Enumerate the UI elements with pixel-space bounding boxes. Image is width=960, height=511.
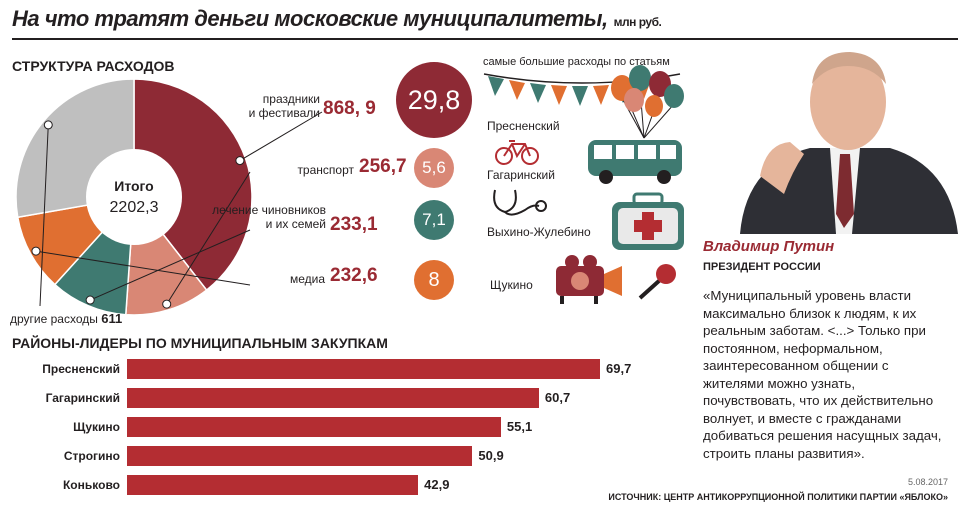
donut-center [86,149,182,245]
title-rule [12,38,958,40]
quote-author-name: Владимир Путин [703,238,835,255]
title-unit: млн руб. [613,15,662,29]
bar-5 [127,475,419,495]
max-treatment-circle: 7,1 [414,200,454,240]
bar-value-5: 42,9 [424,477,450,492]
legend-treatment: лечение чиновников и их семей [212,203,326,231]
bar-category-3: Щукино [73,420,120,434]
page-title: На что тратят деньги московские муниципа… [12,6,662,32]
bar-value-3: 55,1 [506,419,533,434]
bus-icon [588,140,682,184]
value-media: 232,6 [330,265,378,286]
bar-category-1: Пресненский [42,362,120,376]
video-camera-icon [556,255,622,304]
total-label: Итого [114,178,153,194]
leader-line-4 [35,250,251,286]
source-note: ИСТОЧНИК: ЦЕНТР АНТИКОРРУПЦИОННОЙ ПОЛИТИ… [608,492,948,502]
bar-category-2: Гагаринский [45,391,120,405]
legend-transport: транспорт [297,163,354,177]
district-shchukino: Щукино [490,278,533,292]
bar-category-4: Строгино [63,449,120,463]
leader-dot-3 [85,295,95,305]
total-value: 2202,3 [110,199,159,216]
bar-category-5: Коньково [62,478,120,492]
legend-holidays-line1: праздники [262,92,320,106]
donut-slice-1 [133,78,253,292]
medical-kit-icon [612,192,684,250]
stethoscope-icon [493,189,547,216]
title-text: На что тратят деньги московские муниципа… [12,6,608,31]
value-transport: 256,7 [359,156,407,177]
leader-dot-1 [235,156,245,166]
bar-3 [127,417,501,437]
quote-date: 5.08.2017 [907,477,948,487]
district-vykhino: Выхино-Жулебино [487,225,591,239]
structure-heading: СТРУКТУРА РАСХОДОВ [12,58,175,74]
leader-dot-5 [43,120,53,130]
value-holidays: 868, 9 [323,98,376,119]
legend-other: другие расходы 611 [10,311,123,327]
max-media-circle: 8 [414,260,454,300]
max-holidays-circle: 29,8 [396,62,472,138]
leader-line-1 [239,111,323,161]
portrait-photo [700,44,958,234]
leader-line-2 [166,171,251,305]
quote-text: «Муниципальный уровень власти максимальн… [703,288,942,461]
bar-1 [127,359,600,379]
bar-value-2: 60,7 [544,390,571,405]
bar-4 [127,446,473,466]
max-transport-circle: 5,6 [414,148,454,188]
balloons-icon [611,65,684,139]
bar-chart [0,0,1,1]
bar-value-4: 50,9 [478,448,504,463]
quote-author-role: ПРЕЗИДЕНТ РОССИИ [703,261,821,273]
leader-dot-4 [31,246,41,256]
leader-line-5 [39,124,49,307]
legend-other-label: другие расходы [10,312,98,326]
bar-value-1: 69,7 [606,361,632,376]
district-gagarinsky: Гагаринский [487,168,555,182]
legend-holidays: праздники и фестивали [249,92,320,120]
leader-line-3 [89,229,251,301]
biggest-heading: самые большие расходы по статьям [483,56,670,68]
district-presnensky: Пресненский [487,119,560,133]
bar-2 [127,388,539,408]
legend-treatment-line1: лечение чиновников [212,203,326,217]
procurement-heading: РАЙОНЫ-ЛИДЕРЫ ПО МУНИЦИПАЛЬНЫМ ЗАКУПКАМ [12,335,388,351]
value-other: 611 [101,311,123,326]
legend-media: медиа [289,272,325,286]
bicycle-icon [495,140,539,165]
legend-treatment-line2: и их семей [265,217,326,231]
leader-dot-2 [162,299,172,309]
value-treatment: 233,1 [330,214,378,235]
microphone-icon [638,264,676,300]
legend-holidays-line2: и фестивали [248,106,320,120]
